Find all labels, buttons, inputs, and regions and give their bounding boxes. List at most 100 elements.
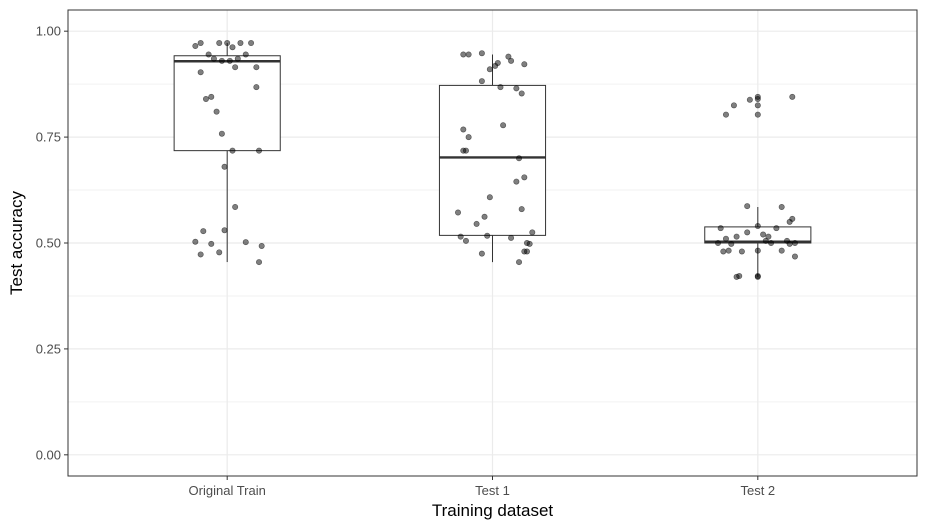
data-point [717,225,724,232]
x-tick-label: Original Train [189,483,266,498]
data-point [486,194,493,201]
data-point [738,248,745,255]
data-point [516,259,523,266]
data-point [253,64,260,71]
data-point [518,206,525,213]
data-point [513,178,520,185]
data-point [460,147,467,154]
data-point [242,51,249,58]
data-point [229,147,236,154]
box-layer [173,43,812,277]
data-point [508,57,515,64]
data-point [725,247,732,254]
data-point [744,203,751,210]
data-point [248,40,255,47]
data-point [242,239,249,246]
data-point [457,233,464,240]
data-point [258,242,265,249]
data-point [733,273,740,280]
data-point [778,203,785,210]
data-point [216,249,223,256]
jitter-points [192,40,798,280]
data-point [778,247,785,254]
data-point [478,78,485,85]
data-point [478,50,485,57]
data-point [197,251,204,258]
data-point [210,55,217,62]
data-point [232,64,239,71]
data-point [786,218,793,225]
data-point [765,233,772,240]
data-point [192,238,199,245]
data-point [733,233,740,240]
data-point [789,93,796,100]
data-point [722,235,729,242]
y-tick-label: 0.25 [36,341,61,356]
axes: 0.00 0.25 0.50 0.75 1.00 Original Train Test 1… [36,24,775,498]
data-point [465,134,472,141]
data-point [486,66,493,73]
data-point [460,126,467,133]
data-point [518,90,525,97]
data-point [492,62,499,69]
data-point [455,209,462,216]
data-point [754,95,761,102]
data-point [208,93,215,100]
data-point [730,102,737,109]
data-point [720,248,727,255]
data-point [513,85,520,92]
data-point [197,69,204,76]
data-point [197,40,204,47]
data-point [786,240,793,247]
y-axis-title: Test accuracy [7,191,26,295]
data-point [791,253,798,260]
data-point [521,174,528,181]
data-point [202,95,209,102]
data-point [200,228,207,235]
data-point [253,84,260,91]
data-point [722,111,729,118]
data-point [754,111,761,118]
data-point [516,155,523,162]
data-point [224,40,231,47]
data-point [754,273,761,280]
data-point [481,213,488,220]
data-point [521,61,528,68]
y-tick-label: 0.75 [36,130,61,145]
data-point [256,259,263,266]
data-point [216,40,223,47]
data-point [221,163,228,170]
data-point [768,240,775,247]
box-body [438,84,547,236]
x-tick-label: Test 2 [740,483,775,498]
data-point [791,240,798,247]
data-point [237,40,244,47]
data-point [473,220,480,227]
data-point [192,43,199,50]
data-point [754,223,761,230]
data-point [221,227,228,234]
data-point [208,240,215,247]
data-point [773,225,780,232]
data-point [497,84,504,91]
data-point [256,147,263,154]
data-point [523,248,530,255]
data-point [465,51,472,58]
data-point [478,250,485,257]
data-point [508,234,515,241]
data-point [462,237,469,244]
y-tick-label: 0.00 [36,447,61,462]
y-tick-label: 0.50 [36,236,61,251]
data-point [744,229,751,236]
data-point [505,53,512,60]
data-point [218,130,225,137]
data-point [213,108,220,115]
data-point [460,51,467,58]
data-point [754,247,761,254]
data-point [218,57,225,64]
x-axis-title: Training dataset [432,501,554,520]
data-point [500,122,507,129]
box-body [173,55,281,152]
